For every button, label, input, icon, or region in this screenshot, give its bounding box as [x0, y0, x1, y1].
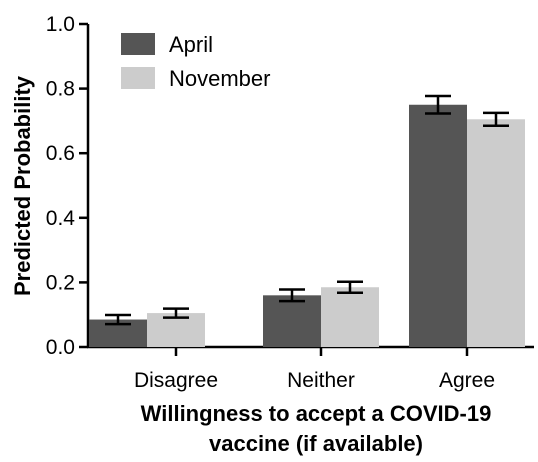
bar-november-neither	[321, 287, 379, 347]
legend-label-april: April	[169, 32, 213, 57]
y-tick-label: 0.0	[46, 336, 75, 359]
x-tick-label: Disagree	[134, 369, 218, 392]
legend-swatch-november	[121, 67, 155, 89]
bar-november-agree	[467, 119, 525, 347]
x-tick-label: Neither	[287, 369, 355, 392]
x-tick-label: Agree	[439, 369, 495, 392]
bars	[89, 104, 525, 347]
legend: April November	[121, 32, 270, 91]
y-tick-label: 0.2	[46, 271, 75, 294]
y-tick-label: 0.8	[46, 78, 75, 101]
y-tick-label: 1.0	[46, 13, 75, 36]
axes: 0.0 0.2 0.4 0.6 0.8 1.0 Disagree Neither Agree	[46, 13, 534, 392]
bar-april-neither	[263, 295, 321, 347]
legend-swatch-april	[121, 33, 155, 55]
bar-april-agree	[409, 104, 467, 347]
legend-label-november: November	[169, 66, 270, 91]
error-bars	[105, 94, 509, 326]
y-axis-title: Predicted Probability	[10, 75, 35, 296]
y-tick-label: 0.6	[46, 142, 75, 165]
x-axis-title-line-1: Willingness to accept a COVID-19	[141, 401, 492, 426]
x-axis-title-line-2: vaccine (if available)	[209, 431, 423, 456]
y-tick-label: 0.4	[46, 207, 76, 230]
